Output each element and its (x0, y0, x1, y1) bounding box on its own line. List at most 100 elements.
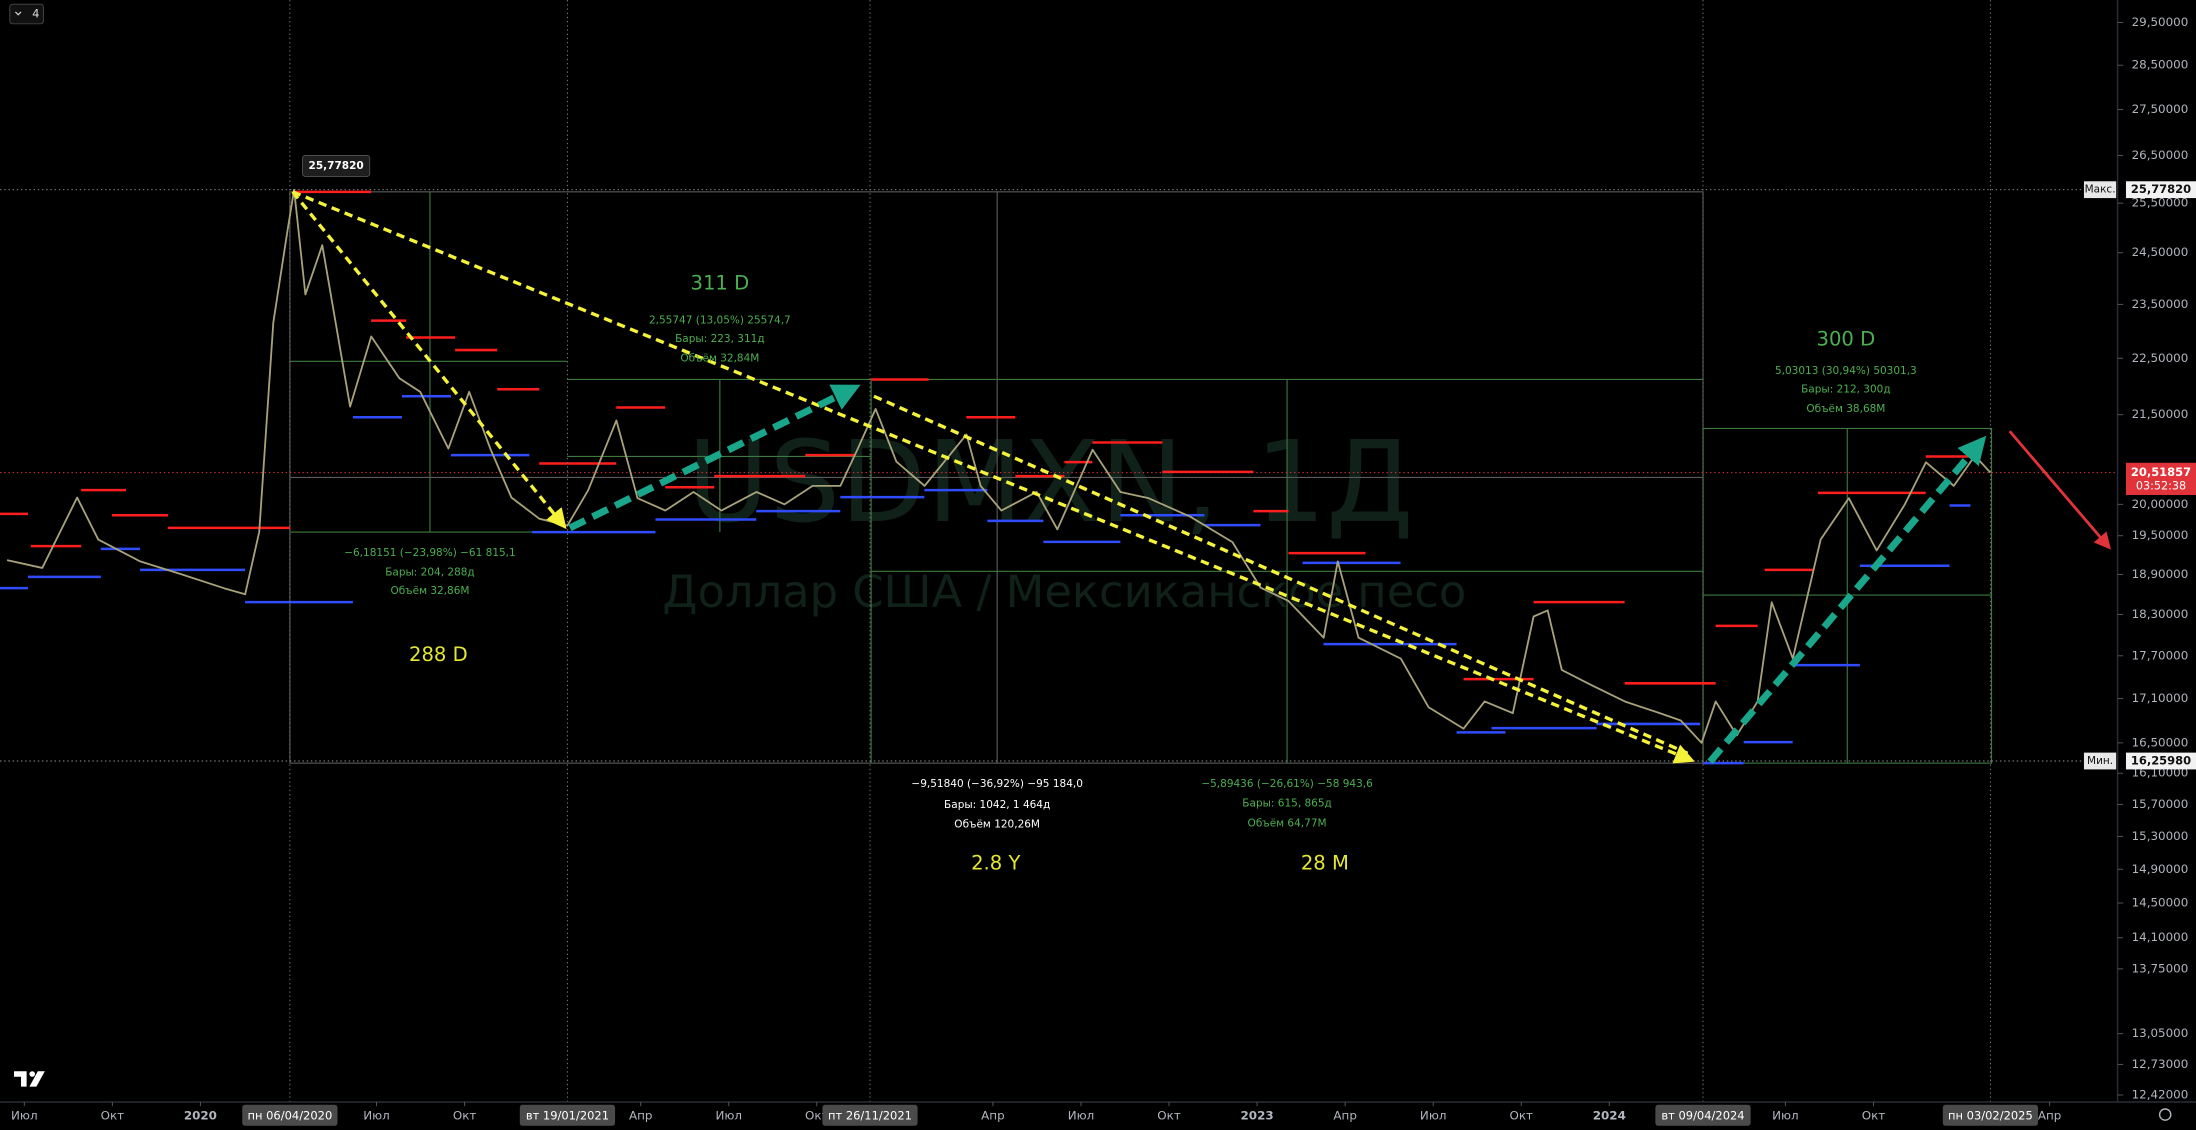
y-tick-label: 12,73000 (2132, 1057, 2189, 1071)
min-label-box (2125, 752, 2196, 770)
y-tick-label: 26,50000 (2132, 148, 2189, 162)
measure-duration: 300 D (1817, 328, 1876, 351)
measure-duration: 2.8 Y (971, 851, 1020, 874)
date-marker-box (1655, 1104, 1751, 1126)
measure-volume: Объём 32,84M (680, 352, 759, 364)
max-label: 25,77820 (2131, 182, 2191, 196)
max-tag-box (2083, 181, 2117, 199)
x-tick-label: Апр (629, 1108, 652, 1122)
date-marker-box (822, 1104, 918, 1126)
measure-bars: Бары: 1042, 1 464д (944, 799, 1050, 811)
interval-badge[interactable] (9, 3, 44, 25)
measure-change: −6,18151 (−23,98%) −61 815,1 (344, 547, 516, 559)
measure-bars: Бары: 223, 311д (675, 333, 765, 345)
chevron-icon (14, 11, 22, 16)
measure-change: 2,55747 (13,05%) 25574,7 (649, 315, 791, 327)
x-tick-label: 2024 (1593, 1108, 1626, 1122)
x-tick-label: Июл (1420, 1108, 1447, 1122)
measure-bars: Бары: 615, 865д (1242, 798, 1332, 810)
date-marker-box (1942, 1104, 2039, 1126)
measure-change: 5,03013 (30,94%) 50301,3 (1775, 365, 1917, 377)
measure-bars: Бары: 212, 300д (1801, 383, 1891, 395)
time-axis (0, 1101, 2196, 1130)
last-price-box (2125, 462, 2196, 496)
measure-volume: Объём 120,26M (954, 819, 1040, 831)
y-tick-label: 20,00000 (2132, 497, 2189, 511)
plot (0, 0, 2118, 1102)
x-tick-label: Окт (1510, 1108, 1534, 1122)
measure-duration: 28 M (1301, 851, 1349, 874)
price-line (6, 188, 1992, 744)
x-tick-label: Окт (1157, 1108, 1181, 1122)
y-tick-label: 18,90000 (2132, 567, 2189, 581)
date-marker-box (242, 1104, 338, 1126)
y-tick-label: 17,10000 (2132, 691, 2189, 705)
y-tick-label: 14,50000 (2132, 896, 2189, 910)
date-marker-label: вт 19/01/2021 (526, 1108, 609, 1122)
y-tick-label: 27,50000 (2132, 102, 2189, 116)
trend-arrow (568, 384, 861, 532)
x-tick-label: Апр (2038, 1108, 2061, 1122)
watermark-symbol: USDMXN, 1Д (687, 418, 1414, 548)
max-label-box (2125, 181, 2196, 199)
arrows (291, 190, 2111, 764)
y-tick-label: 21,50000 (2132, 407, 2189, 421)
y-tick-label: 15,70000 (2132, 797, 2189, 811)
x-tick-label: 2020 (184, 1108, 217, 1122)
measure-change: −5,89436 (−26,61%) −58 943,6 (1201, 778, 1373, 790)
x-tick-label: Окт (1862, 1108, 1886, 1122)
min-tag-box (2083, 752, 2117, 770)
measure-volume: Объём 32,86M (390, 585, 469, 597)
y-tick-label: 14,10000 (2132, 930, 2189, 944)
date-marker-label: пн 06/04/2020 (248, 1108, 333, 1122)
y-tick-label: 18,30000 (2132, 607, 2189, 621)
peak-label: 25,77820 (309, 160, 364, 172)
y-tick-label: 13,75000 (2132, 961, 2189, 975)
levels (0, 190, 1975, 765)
x-tick-label: Июл (1068, 1108, 1095, 1122)
x-tick-label: 2023 (1241, 1108, 1274, 1122)
y-tick-label: 29,50000 (2132, 15, 2189, 29)
date-marker-label: пт 26/11/2021 (828, 1108, 912, 1122)
peak-label-box (302, 155, 371, 177)
measure-volume: Объём 64,77M (1248, 817, 1327, 829)
date-marker-label: пн 03/02/2025 (1948, 1108, 2033, 1122)
y-tick-label: 19,50000 (2132, 528, 2189, 542)
max-tag: Макс. (2085, 184, 2116, 196)
x-tick-label: Апр (1333, 1108, 1356, 1122)
forecast-arrow (2008, 430, 2111, 550)
y-tick-label: 25,50000 (2132, 196, 2189, 210)
measure-change: −9,51840 (−36,92%) −95 184,0 (911, 778, 1083, 790)
x-tick-label: Июл (1772, 1108, 1799, 1122)
date-marker-box (519, 1104, 616, 1126)
y-tick-label: 15,30000 (2132, 829, 2189, 843)
measure-bars: Бары: 204, 288д (385, 567, 475, 579)
y-tick-label: 28,50000 (2132, 58, 2189, 72)
x-tick-label: Апр (981, 1108, 1004, 1122)
last-price-label: 20,51857 (2131, 465, 2191, 479)
y-tick-label: 14,90000 (2132, 862, 2189, 876)
measure-volume: Объём 38,68M (1806, 403, 1885, 415)
min-tag: Мин. (2087, 755, 2113, 767)
y-tick-label: 13,05000 (2132, 1026, 2189, 1040)
trend-arrow (291, 190, 567, 530)
date-marker-label: вт 09/04/2024 (1661, 1108, 1744, 1122)
y-tick-label: 22,50000 (2132, 351, 2189, 365)
measure-duration: 288 D (409, 643, 468, 666)
y-tick-label: 17,70000 (2132, 648, 2189, 662)
measure-duration: 311 D (691, 272, 750, 295)
y-tick-label: 23,50000 (2132, 297, 2189, 311)
x-tick-label: Июл (363, 1108, 390, 1122)
x-tick-label: Июл (11, 1108, 38, 1122)
settings-icon[interactable] (2158, 1108, 2172, 1121)
x-tick-label: Июл (715, 1108, 742, 1122)
countdown-label: 03:52:38 (2136, 480, 2186, 493)
y-tick-label: 16,50000 (2132, 735, 2189, 749)
trend-arrow (1707, 435, 1987, 764)
interval-label: 4 (32, 8, 39, 21)
min-label: 16,25980 (2131, 754, 2191, 768)
y-tick-label: 24,50000 (2132, 245, 2189, 259)
y-tick-label: 12,42000 (2132, 1087, 2189, 1101)
